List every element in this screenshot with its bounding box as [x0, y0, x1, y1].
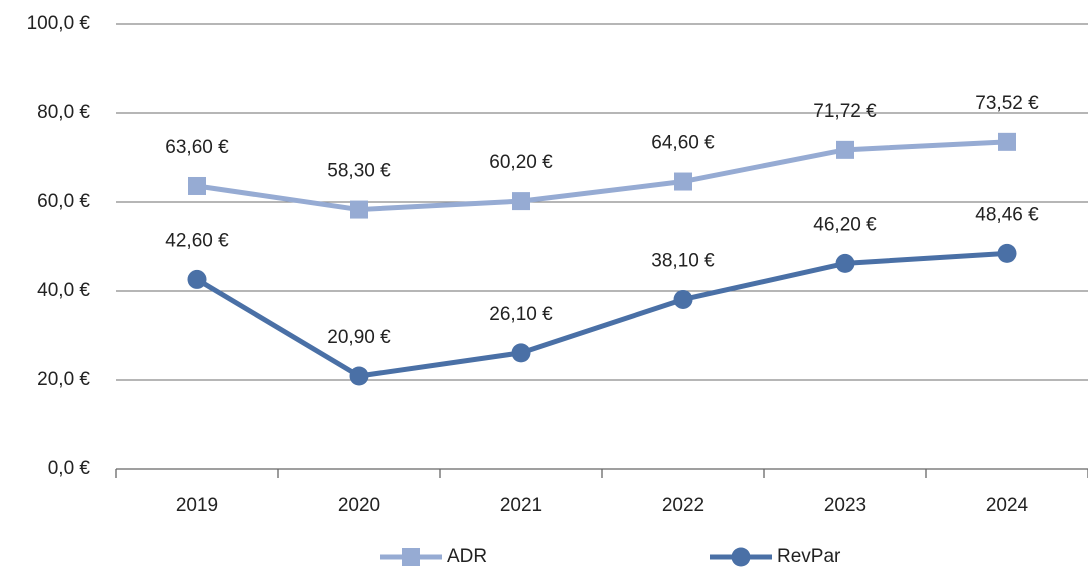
- y-tick-label: 100,0 €: [27, 13, 91, 34]
- data-label: 26,10 €: [489, 304, 553, 325]
- data-label: 20,90 €: [327, 327, 391, 348]
- y-tick-label: 80,0 €: [37, 102, 90, 123]
- marker: [511, 343, 531, 363]
- marker: [997, 243, 1017, 263]
- data-label: 48,46 €: [975, 204, 1039, 225]
- marker: [350, 200, 368, 219]
- marker: [673, 289, 693, 309]
- x-tick-label: 2021: [500, 495, 542, 516]
- marker: [998, 132, 1016, 151]
- marker: [512, 192, 530, 211]
- x-tick-label: 2023: [824, 495, 866, 516]
- y-tick-label: 0,0 €: [48, 458, 91, 479]
- x-tick-label: 2019: [176, 495, 218, 516]
- series-line: [195, 250, 1008, 379]
- data-label: 38,10 €: [651, 250, 715, 271]
- legend-label: ADR: [447, 546, 487, 567]
- marker: [674, 172, 692, 191]
- data-label: 60,20 €: [489, 152, 553, 173]
- marker: [188, 176, 206, 195]
- legend-marker: [731, 547, 751, 567]
- data-label: 71,72 €: [813, 101, 877, 122]
- series-line: [196, 139, 1008, 213]
- marker: [187, 269, 207, 289]
- x-tick-label: 2020: [338, 495, 380, 516]
- data-label: 58,30 €: [327, 161, 391, 182]
- data-label: 64,60 €: [651, 133, 715, 154]
- legend-marker: [402, 548, 420, 566]
- marker: [836, 140, 854, 159]
- y-tick-label: 40,0 €: [37, 280, 90, 301]
- x-tick-label: 2022: [662, 495, 704, 516]
- y-tick-label: 60,0 €: [37, 191, 90, 212]
- marker: [349, 366, 369, 386]
- data-label: 63,60 €: [165, 137, 229, 158]
- y-tick-label: 20,0 €: [37, 369, 90, 390]
- data-label: 73,52 €: [975, 93, 1039, 114]
- x-tick-label: 2024: [986, 495, 1029, 516]
- legend-label: RevPar: [777, 546, 841, 567]
- data-label: 46,20 €: [813, 214, 877, 235]
- data-label: 42,60 €: [165, 230, 229, 251]
- marker: [835, 253, 855, 273]
